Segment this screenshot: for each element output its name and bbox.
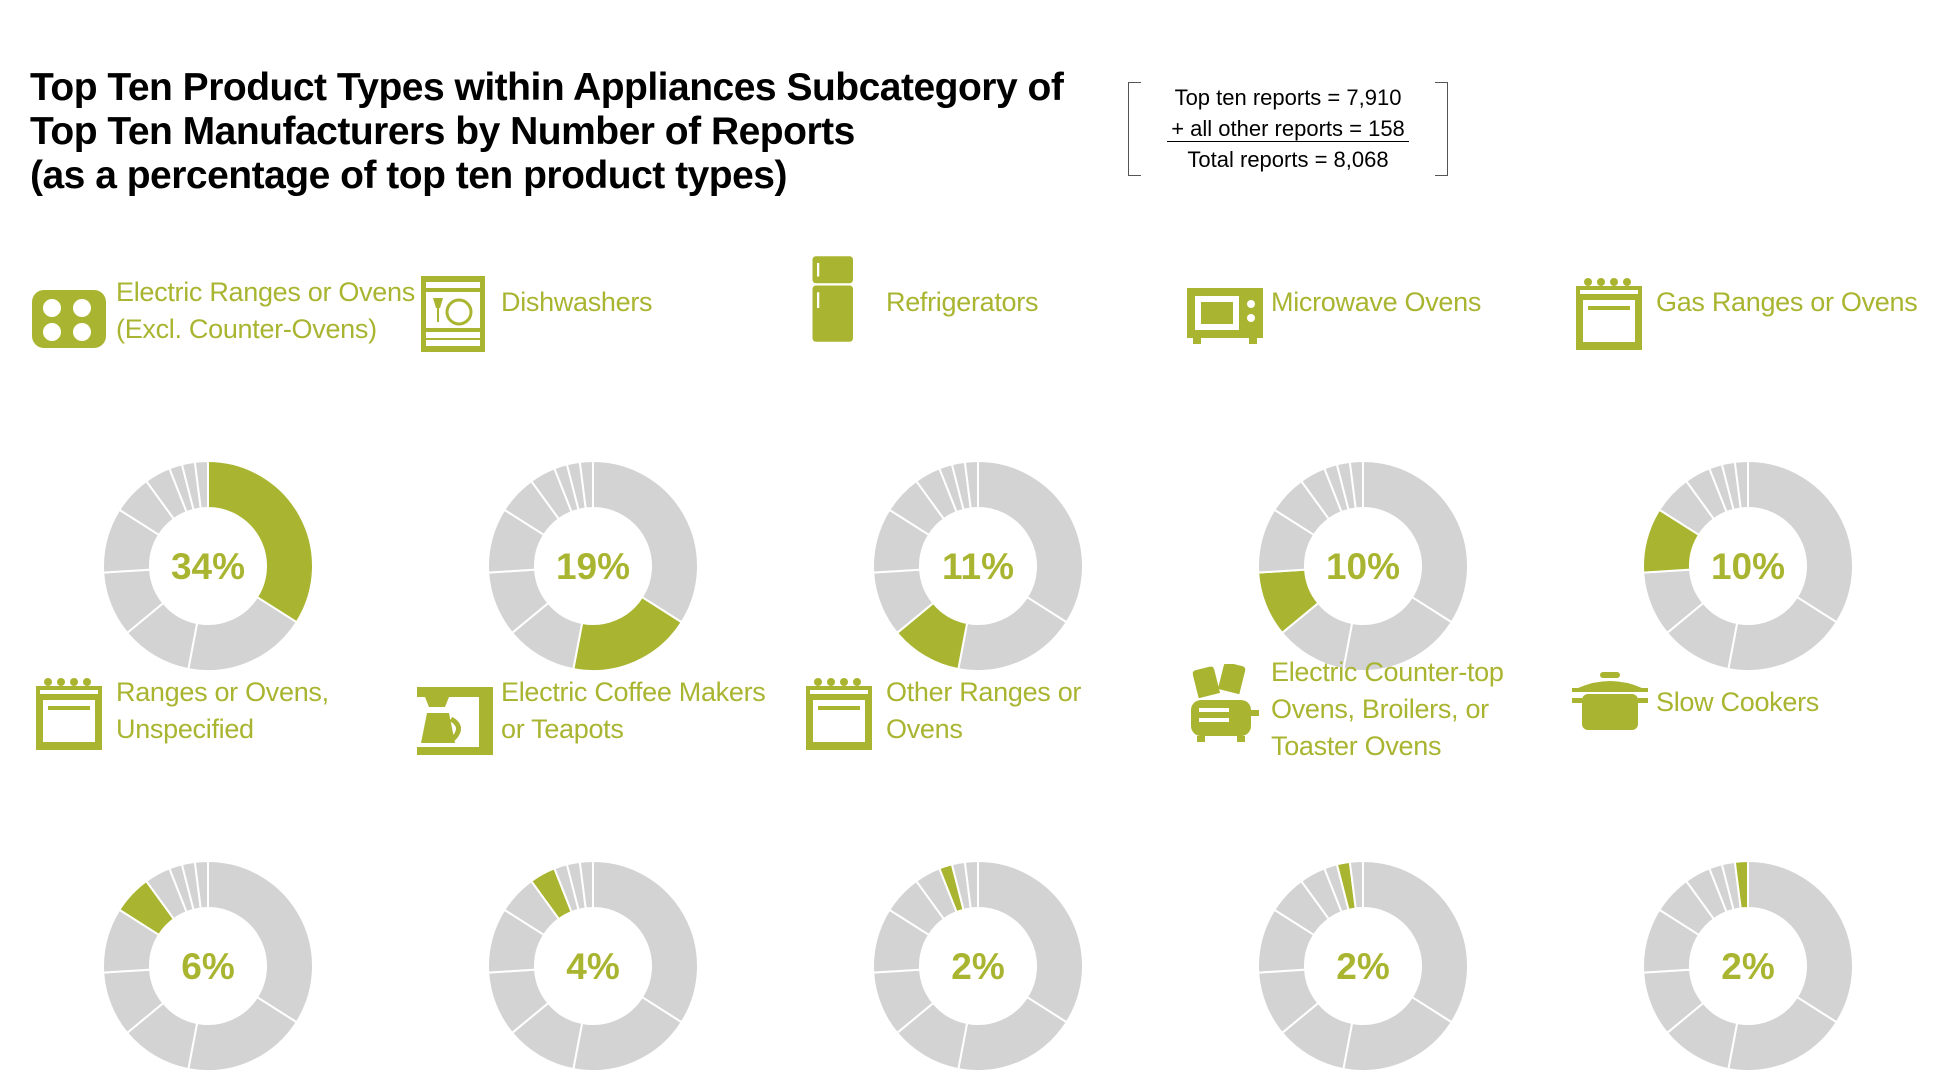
donut-label: Refrigerators [886,284,1038,321]
bracket-left [1128,82,1141,176]
donut-slice [193,459,209,510]
donut-label-line: Electric Ranges or Ovens [116,277,415,307]
donut-label-line: Gas Ranges or Ovens [1656,287,1918,317]
donut-value-label: 34% [171,546,245,587]
donut-slice [977,459,1084,624]
refrigerator-icon [790,254,880,349]
range-oven-icon [30,674,110,759]
donut-panel-3: Refrigerators 11% [800,240,1180,672]
donut-label: Other Ranges or Ovens [886,674,1081,748]
donut-slice [1747,859,1854,1024]
donut-chart: 2% [1257,859,1469,1072]
donut-label: Gas Ranges or Ovens [1656,284,1918,321]
totals-box: Top ten reports = 7,910 + all other repo… [1128,82,1448,176]
title-line-1: Top Ten Product Types within Appliances … [30,66,1064,109]
donut-value-label: 10% [1711,546,1785,587]
donut-label-line: (Excl. Counter-Ovens) [116,314,377,344]
donut-value-label: 10% [1326,546,1400,587]
donut-value-label: 2% [1721,946,1774,987]
slow-cooker-icon [1570,666,1650,751]
donut-value-label: 11% [942,546,1014,587]
coffee-maker-icon [415,679,495,764]
dishwasher-icon [415,274,495,359]
donut-label: Electric Ranges or Ovens (Excl. Counter-O… [116,274,415,348]
donut-slice [1362,859,1469,1024]
totals-total: Total reports = 8,068 [1187,147,1389,172]
donut-slice [592,859,699,1024]
donut-slice [977,859,1084,1024]
chart-title: Top Ten Product Types within Appliances … [30,66,1064,198]
donut-slice [963,859,979,910]
electric-cooktop-icon [30,280,110,365]
donut-chart: 19% [487,459,699,672]
donut-chart: 11% [872,459,1084,672]
donut-slice [207,859,314,1024]
donut-label-line: Refrigerators [886,287,1039,317]
microwave-icon [1185,274,1265,359]
toaster-icon [1185,662,1265,749]
donut-label-line: Microwave Ovens [1271,287,1482,317]
donut-label-line: Toaster Ovens [1271,731,1442,761]
donut-label-line: Slow Cookers [1656,687,1819,717]
donut-label-line: Electric Coffee Makers [501,677,766,707]
donut-slice [1747,459,1854,624]
donut-panel-6: Ranges or Ovens, Unspecified 6% [30,640,410,1072]
donut-slice [1348,859,1364,910]
donut-chart: 34% [102,459,314,672]
donut-panel-10: Slow Cookers 2% [1570,640,1950,1072]
donut-chart: 10% [1642,459,1854,672]
donut-panel-5: Gas Ranges or Ovens 10% [1570,240,1950,672]
donut-value-label: 19% [556,546,630,587]
donut-panel-1: Electric Ranges or Ovens (Excl. Counter-O… [30,240,415,672]
donut-chart: 2% [872,859,1084,1072]
donut-label: Dishwashers [501,284,653,321]
donut-chart: 10% [1257,459,1469,672]
title-line-3: (as a percentage of top ten product type… [30,154,787,197]
donut-panel-9: Electric Counter-top Ovens, Broilers, or T… [1185,640,1565,1072]
donut-label: Electric Counter-top Ovens, Broilers, or T… [1271,654,1504,765]
donut-label: Microwave Ovens [1271,284,1481,321]
donut-panel-7: Electric Coffee Makers or Teapots 4% [415,640,795,1072]
donut-chart: 4% [487,859,699,1072]
donut-label-line: Ovens [886,714,963,744]
donut-label-line: Electric Counter-top [1271,657,1504,687]
donut-label-line: Ovens, Broilers, or [1271,694,1489,724]
donut-label-line: Dishwashers [501,287,653,317]
donut-slice [963,459,979,510]
donut-slice [1348,459,1364,510]
donut-label-line: Unspecified [116,714,254,744]
donut-value-label: 2% [1336,946,1389,987]
donut-label: Electric Coffee Makers or Teapots [501,674,766,748]
donut-chart-grid: Electric Ranges or Ovens (Excl. Counter-O… [30,240,1950,1072]
totals-other: + all other reports = 158 [1167,116,1409,142]
donut-slice [578,859,594,910]
donut-chart: 6% [102,859,314,1072]
title-line-2: Top Ten Manufacturers by Number of Repor… [30,110,855,153]
donut-panel-8: Other Ranges or Ovens 2% [800,640,1180,1072]
donut-value-label: 6% [181,946,234,987]
donut-slice [1733,859,1749,910]
donut-slice [1733,459,1749,510]
donut-value-label: 2% [951,946,1004,987]
donut-label: Ranges or Ovens, Unspecified [116,674,329,748]
donut-chart: 2% [1642,859,1854,1072]
donut-panel-2: Dishwashers 19% [415,240,795,672]
donut-label-line: or Teapots [501,714,624,744]
donut-slice [578,459,594,510]
range-oven-icon [1570,274,1650,359]
donut-label: Slow Cookers [1656,684,1819,721]
donut-panel-4: Microwave Ovens 10% [1185,240,1565,672]
donut-slice [193,859,209,910]
donut-value-label: 4% [566,946,619,987]
range-oven-icon [800,674,880,759]
donut-slice [207,459,314,624]
totals-top-ten: Top ten reports = 7,910 [1174,85,1402,110]
donut-slice [1362,459,1469,624]
bracket-right [1435,82,1448,176]
totals-other-wrap: + all other reports = 158 [1128,113,1448,144]
donut-label-line: Ranges or Ovens, [116,677,329,707]
donut-slice [592,459,699,624]
donut-label-line: Other Ranges or [886,677,1082,707]
